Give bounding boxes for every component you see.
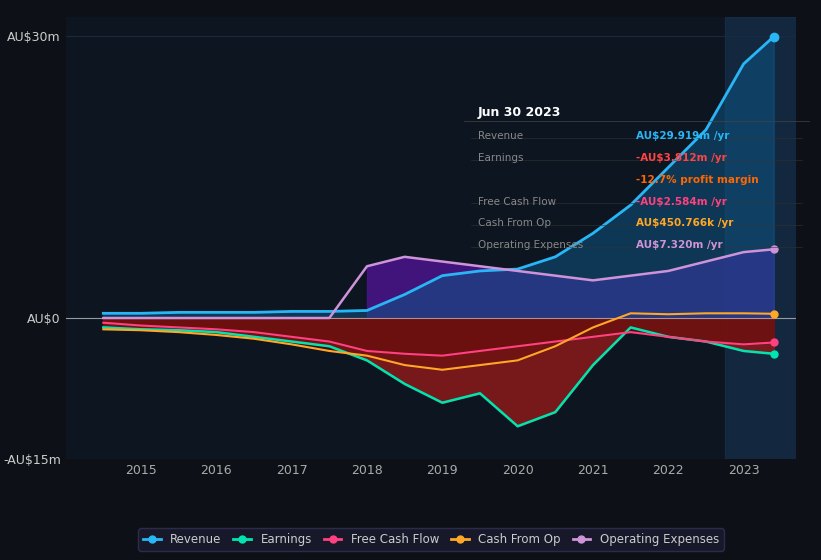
Text: -AU$2.584m /yr: -AU$2.584m /yr — [636, 197, 727, 207]
Text: Free Cash Flow: Free Cash Flow — [478, 197, 556, 207]
Text: AU$450.766k /yr: AU$450.766k /yr — [636, 218, 734, 228]
Text: Revenue: Revenue — [478, 131, 523, 141]
Text: Jun 30 2023: Jun 30 2023 — [478, 106, 561, 119]
Text: AU$29.919m /yr: AU$29.919m /yr — [636, 131, 730, 141]
Text: Cash From Op: Cash From Op — [478, 218, 551, 228]
Text: Operating Expenses: Operating Expenses — [478, 240, 583, 250]
Text: Earnings: Earnings — [478, 153, 523, 163]
Legend: Revenue, Earnings, Free Cash Flow, Cash From Op, Operating Expenses: Revenue, Earnings, Free Cash Flow, Cash … — [139, 528, 723, 550]
Text: -12.7% profit margin: -12.7% profit margin — [636, 175, 759, 185]
Bar — [725, 17, 796, 459]
Text: -AU$3.812m /yr: -AU$3.812m /yr — [636, 153, 727, 163]
Text: AU$7.320m /yr: AU$7.320m /yr — [636, 240, 723, 250]
